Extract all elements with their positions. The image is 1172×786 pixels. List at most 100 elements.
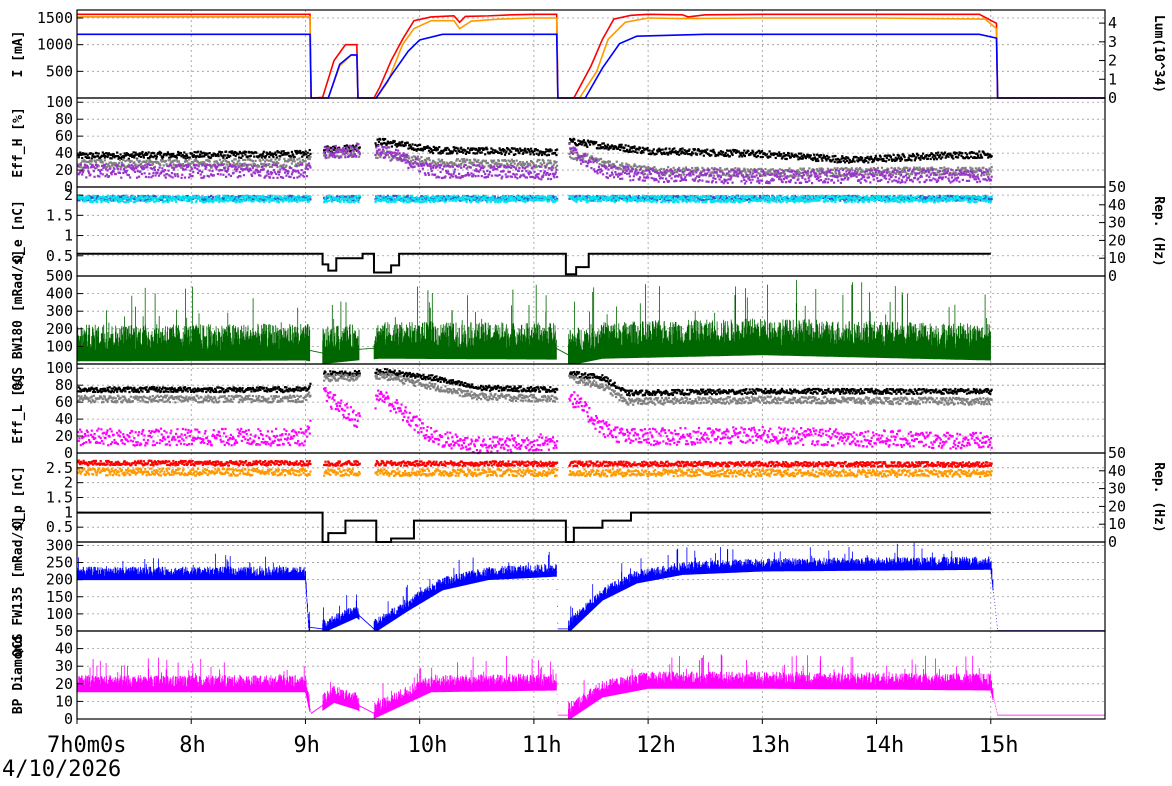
data-point — [625, 170, 627, 172]
data-point — [976, 153, 978, 155]
data-point — [548, 154, 550, 156]
data-point — [228, 161, 230, 163]
data-point — [680, 174, 682, 176]
data-point — [614, 165, 616, 167]
data-point — [727, 150, 729, 152]
data-point — [758, 150, 760, 152]
data-point — [417, 156, 419, 158]
data-point — [448, 165, 450, 167]
data-point — [467, 147, 469, 149]
data-point — [801, 177, 803, 179]
data-point — [827, 178, 829, 180]
data-point — [829, 171, 831, 173]
data-point — [777, 171, 779, 173]
data-point — [235, 170, 237, 172]
data-point — [233, 162, 235, 164]
data-point — [607, 144, 609, 146]
data-point — [346, 149, 348, 151]
data-point — [309, 156, 311, 158]
data-point — [87, 154, 89, 156]
data-point — [744, 169, 746, 171]
data-point — [837, 180, 839, 182]
data-point — [695, 171, 697, 173]
data-point — [808, 180, 810, 182]
data-point — [355, 145, 357, 147]
data-point — [907, 159, 909, 161]
data-point — [403, 159, 405, 161]
data-point — [156, 155, 158, 157]
data-point — [971, 168, 973, 170]
data-point — [747, 174, 749, 176]
data-point — [572, 141, 574, 143]
data-point — [817, 177, 819, 179]
data-point — [504, 165, 506, 167]
data-point — [642, 151, 644, 153]
data-point — [613, 147, 615, 149]
data-point — [185, 168, 187, 170]
data-point — [692, 152, 694, 154]
data-point — [521, 149, 523, 151]
data-point — [618, 144, 620, 146]
data-point — [331, 149, 333, 151]
data-point — [136, 177, 138, 179]
data-point — [982, 167, 984, 169]
data-point — [734, 167, 736, 169]
data-point — [482, 159, 484, 161]
data-point — [235, 166, 237, 168]
data-point — [869, 169, 871, 171]
data-point — [941, 156, 943, 158]
data-point — [474, 175, 476, 177]
data-point — [535, 166, 537, 168]
data-point — [878, 158, 880, 160]
data-point — [197, 172, 199, 174]
data-point — [259, 175, 261, 177]
data-point — [901, 181, 903, 183]
data-point — [828, 156, 830, 158]
data-point — [668, 180, 670, 182]
data-point — [268, 163, 270, 165]
data-point — [222, 174, 224, 176]
data-point — [907, 173, 909, 175]
data-point — [198, 156, 200, 158]
data-point — [773, 179, 775, 181]
data-point — [100, 169, 102, 171]
data-point — [432, 167, 434, 169]
data-point — [935, 174, 937, 176]
data-point — [586, 165, 588, 167]
data-point — [133, 151, 135, 153]
data-point — [954, 177, 956, 179]
data-point — [468, 152, 470, 154]
data-point — [582, 161, 584, 163]
data-point — [903, 176, 905, 178]
data-point — [555, 171, 557, 173]
data-point — [503, 170, 505, 172]
data-point — [911, 171, 913, 173]
data-point — [309, 166, 311, 168]
data-point — [691, 170, 693, 172]
data-point — [263, 163, 265, 165]
data-point — [544, 151, 546, 153]
data-point — [219, 169, 221, 171]
data-point — [216, 166, 218, 168]
data-point — [89, 163, 91, 165]
data-point — [276, 164, 278, 166]
data-point — [171, 172, 173, 174]
data-point — [906, 179, 908, 181]
data-point — [144, 164, 146, 166]
data-point — [555, 161, 557, 163]
data-point — [477, 164, 479, 166]
data-point — [86, 161, 88, 163]
data-point — [990, 170, 992, 172]
data-point — [573, 138, 575, 140]
data-point — [782, 181, 784, 183]
data-point — [712, 177, 714, 179]
data-point — [384, 138, 386, 140]
data-point — [943, 169, 945, 171]
data-point — [262, 153, 264, 155]
data-point — [738, 150, 740, 152]
data-point — [611, 171, 613, 173]
data-point — [226, 163, 228, 165]
data-point — [898, 177, 900, 179]
data-point — [527, 165, 529, 167]
data-point — [170, 164, 172, 166]
